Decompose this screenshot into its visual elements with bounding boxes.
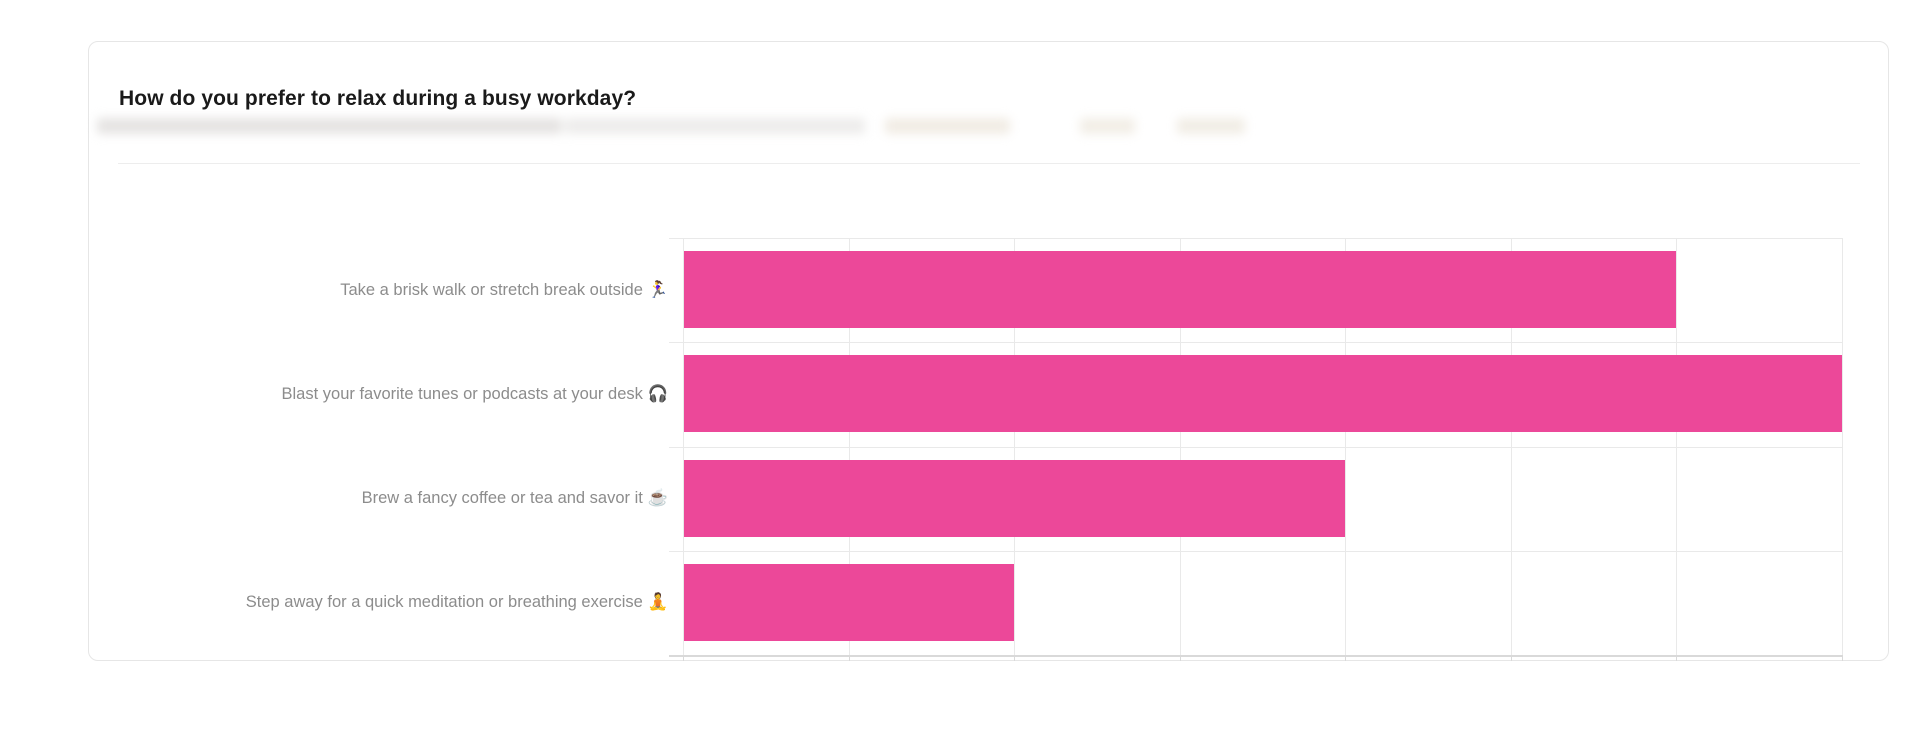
blurred-text-fragment	[1080, 118, 1135, 134]
vertical-gridline	[1014, 238, 1016, 655]
chart-row: Blast your favorite tunes or podcasts at…	[282, 342, 1842, 446]
vertical-gridline	[1179, 238, 1181, 655]
category-label: Brew a fancy coffee or tea and savor it …	[361, 489, 668, 508]
survey-results-card: How do you prefer to relax during a busy…	[88, 41, 1889, 661]
bar-coffee-tea[interactable]	[684, 459, 1346, 537]
x-axis-tick	[1014, 655, 1016, 661]
blurred-text-fragment	[1177, 118, 1245, 134]
vertical-gridline	[848, 238, 850, 655]
bar-chart-plot-area: Take a brisk walk or stretch break outsi…	[246, 238, 1843, 661]
category-label: Step away for a quick meditation or brea…	[245, 593, 668, 612]
vertical-gridline	[1842, 238, 1843, 655]
x-axis-tick	[1510, 655, 1512, 661]
bar-walk-outside[interactable]	[684, 251, 1677, 328]
bar-meditation[interactable]	[684, 563, 1015, 641]
x-axis-tick	[1676, 655, 1678, 661]
x-axis-tick	[1345, 655, 1347, 661]
category-label: Blast your favorite tunes or podcasts at…	[281, 384, 668, 403]
blurred-text-fragment	[565, 118, 865, 134]
row-gridline	[669, 446, 1842, 448]
header-divider	[118, 163, 1860, 164]
x-axis-line	[669, 655, 1842, 657]
category-label: Take a brisk walk or stretch break outsi…	[340, 280, 668, 299]
chart-row: Brew a fancy coffee or tea and savor it …	[362, 447, 1842, 551]
vertical-gridline	[683, 238, 684, 655]
vertical-gridline	[1345, 238, 1347, 655]
x-axis-tick	[1179, 655, 1181, 661]
chart-row: Take a brisk walk or stretch break outsi…	[340, 238, 1842, 342]
bar-tunes-podcasts[interactable]	[684, 355, 1842, 433]
blurred-text-fragment	[885, 118, 1010, 134]
chart-row: Step away for a quick meditation or brea…	[246, 551, 1842, 655]
vertical-gridline	[1510, 238, 1512, 655]
vertical-gridline	[1676, 238, 1678, 655]
row-gridline	[669, 238, 1842, 239]
x-axis-tick	[848, 655, 850, 661]
row-gridline	[669, 342, 1842, 344]
blurred-subtitle	[97, 114, 1245, 138]
row-gridline	[669, 550, 1842, 552]
blurred-text-fragment	[97, 118, 562, 134]
x-axis-tick	[683, 655, 684, 661]
question-title: How do you prefer to relax during a busy…	[119, 87, 637, 110]
x-axis-tick	[1842, 655, 1843, 661]
